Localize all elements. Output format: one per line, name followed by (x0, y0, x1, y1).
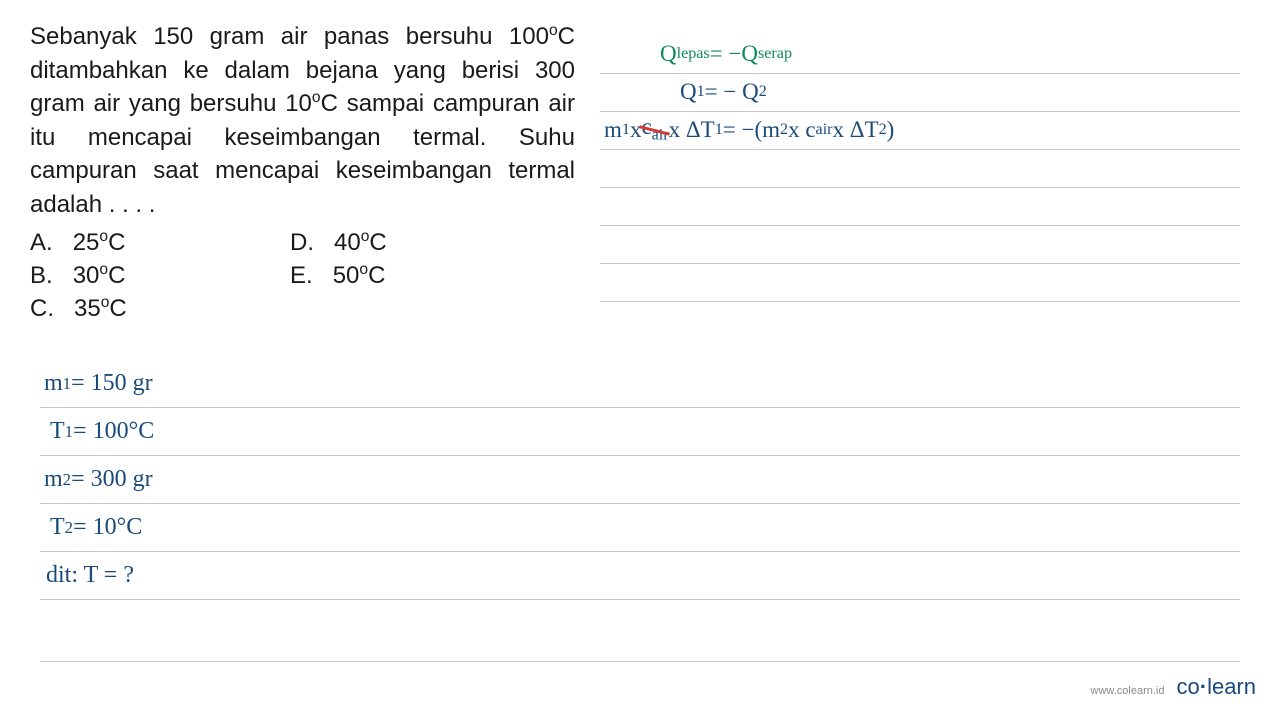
delta-t: x ΔT (669, 117, 715, 143)
subscript: 1 (65, 422, 73, 442)
empty-line (600, 150, 1240, 188)
bottom-rule (40, 661, 1240, 662)
option-label: E. (290, 262, 313, 289)
question-line: ditambahkan ke dalam bejana yang berisi (30, 57, 519, 84)
degree: o (312, 89, 321, 106)
right-workings: Qlepas = − Qserap Q1 = − Q2 m1 x cair x … (600, 36, 1240, 302)
var: m (44, 466, 63, 493)
logo-suffix: learn (1207, 674, 1256, 699)
given-m1: m1 = 150 gr (40, 360, 1240, 408)
value: = 10°C (73, 514, 142, 541)
var: T (50, 514, 65, 541)
given-m2: m2 = 300 gr (40, 456, 1240, 504)
equals-neg-paren: = −(m (723, 117, 780, 143)
footer: www.colearn.id co·learn (1091, 674, 1256, 700)
option-label: D. (290, 229, 314, 256)
empty-line (600, 188, 1240, 226)
subscript: 1 (63, 374, 71, 394)
option-e: E. 50oC (290, 261, 550, 290)
subscript: 2 (65, 518, 73, 538)
footer-url: www.colearn.id (1091, 685, 1165, 697)
question-text: Sebanyak 150 gram air panas bersuhu 100o… (30, 20, 575, 222)
given-t2: T2 = 10°C (40, 504, 1240, 552)
value: 30 (73, 262, 100, 289)
value: 35 (74, 295, 101, 322)
question-line: Sebanyak 150 gram air panas bersuhu 100 (30, 23, 549, 50)
cancelled-term: cair (641, 114, 668, 145)
left-workings: m1 = 150 gr T1 = 100°C m2 = 300 gr T2 = … (40, 360, 1240, 600)
asked-text: dit: T = ? (46, 562, 134, 589)
equation-expanded: m1 x cair x ΔT1 = −(m2 x cair x ΔT2) (600, 112, 1240, 150)
var: T (50, 418, 65, 445)
subscript: 2 (879, 121, 887, 139)
value: = 100°C (73, 418, 154, 445)
unit-c: C (558, 23, 575, 50)
question-line: C sampai (321, 90, 424, 117)
times: x (630, 117, 642, 143)
logo-dot: · (1200, 674, 1207, 699)
option-c: C. 35oC (30, 294, 290, 323)
value: = 150 gr (71, 370, 153, 397)
given-t1: T1 = 100°C (40, 408, 1240, 456)
var-m: m (604, 117, 622, 143)
subscript: air (816, 121, 833, 139)
option-label: C. (30, 295, 54, 322)
degree: o (99, 228, 108, 245)
equation-qlepas: Qlepas = − Qserap (600, 36, 1240, 74)
option-label: B. (30, 262, 53, 289)
subscript: 1 (715, 121, 723, 139)
degree: o (549, 22, 558, 39)
close-paren: ) (887, 117, 895, 143)
var-c: c (641, 114, 651, 139)
equals-neg: = − Q (705, 79, 759, 105)
delta-t: x ΔT (833, 117, 879, 143)
empty-line (600, 264, 1240, 302)
subscript: 1 (697, 83, 705, 101)
unit-c: C (108, 229, 125, 256)
unit-c: C (109, 295, 126, 322)
times-c: x c (788, 117, 815, 143)
unit-c: C (369, 229, 386, 256)
degree: o (359, 261, 368, 278)
var-q: Q (680, 79, 697, 105)
var-q: Q (660, 41, 677, 67)
subscript: 1 (622, 121, 630, 139)
subscript: 2 (759, 83, 767, 101)
subscript: air (652, 127, 669, 144)
option-d: D. 40oC (290, 228, 550, 257)
option-a: A. 25oC (30, 228, 290, 257)
var-q: Q (741, 41, 758, 67)
value: 25 (73, 229, 100, 256)
value: 50 (333, 262, 360, 289)
empty-line (600, 226, 1240, 264)
degree: o (99, 261, 108, 278)
subscript: lepas (677, 45, 710, 63)
unit-c: C (368, 262, 385, 289)
equals-neg: = − (710, 41, 742, 67)
unit-c: C (108, 262, 125, 289)
var: m (44, 370, 63, 397)
asked: dit: T = ? (40, 552, 1240, 600)
option-b: B. 30oC (30, 261, 290, 290)
logo-prefix: co (1177, 674, 1200, 699)
subscript: 2 (63, 470, 71, 490)
footer-logo: co·learn (1177, 674, 1257, 700)
subscript: 2 (780, 121, 788, 139)
subscript: serap (758, 45, 792, 63)
value: 40 (334, 229, 361, 256)
option-label: A. (30, 229, 53, 256)
equation-q1q2: Q1 = − Q2 (600, 74, 1240, 112)
value: = 300 gr (71, 466, 153, 493)
